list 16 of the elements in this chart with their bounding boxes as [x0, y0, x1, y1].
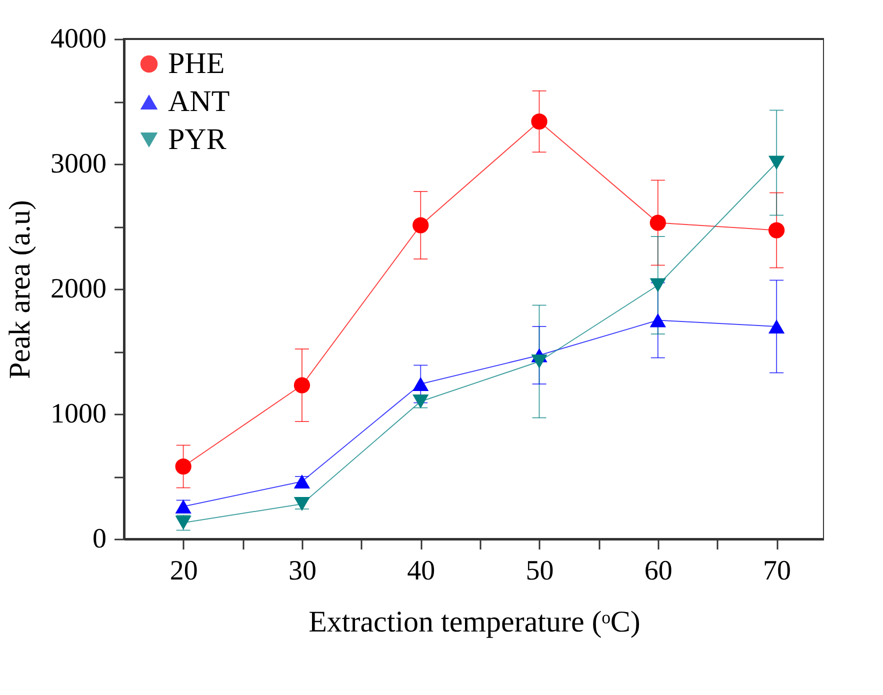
y-tick-label: 2000	[50, 274, 106, 304]
x-tick-label: 40	[407, 556, 436, 586]
legend-label: ANT	[168, 85, 230, 118]
y-tick-label: 0	[92, 524, 106, 554]
x-axis-title: Extraction temperature (ᵒC)	[308, 606, 640, 638]
legend-label: PHE	[168, 47, 225, 80]
x-tick-label: 70	[763, 556, 792, 586]
x-tick-label: 50	[526, 556, 554, 586]
y-axis-title: Peak area (a.u)	[4, 200, 36, 380]
x-tick-label: 20	[170, 556, 198, 586]
y-tick-label: 1000	[50, 398, 106, 430]
y-tick-label: 4000	[50, 24, 106, 54]
x-tick-label: 30	[288, 556, 316, 586]
y-tick-label: 3000	[50, 148, 106, 180]
legend-label: PYR	[168, 123, 226, 156]
x-tick-label: 60	[644, 556, 672, 586]
